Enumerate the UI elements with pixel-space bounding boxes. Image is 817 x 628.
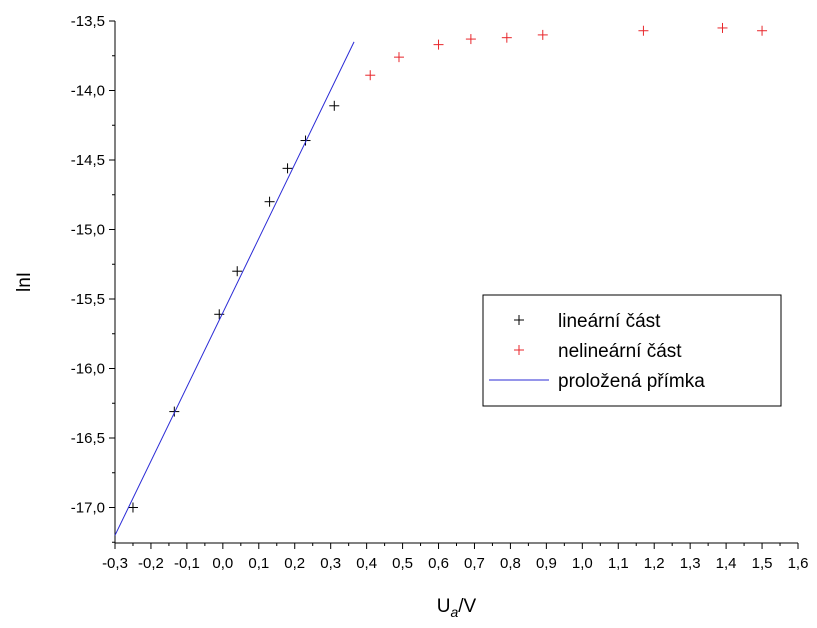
x-axis-title-main: U — [437, 596, 451, 617]
linear-point — [329, 100, 340, 111]
x-axis-title: Ua/V — [437, 596, 477, 620]
y-axis: -13,5 -14,0 -14,5 -15,0 -15,5 -16,0 -16,5 -17,0 — [71, 13, 116, 543]
y-tick-label: -14,0 — [71, 83, 105, 100]
linear-point — [169, 406, 180, 417]
y-tick-label: -14,5 — [71, 152, 105, 169]
x-tick-label: 0,2 — [284, 555, 305, 572]
legend-box — [482, 294, 782, 407]
x-tick-label: -0,2 — [138, 555, 164, 572]
x-tick-label: 1,0 — [572, 555, 593, 572]
y-tick-label: -13,5 — [71, 13, 105, 30]
legend-swatch-plus — [514, 315, 524, 325]
x-tick-label: 0,1 — [248, 555, 269, 572]
linear-point — [300, 135, 311, 146]
x-tick-label: 1,3 — [680, 555, 701, 572]
x-tick-label: 0,5 — [392, 555, 413, 572]
x-tick-label: 0,4 — [356, 555, 377, 572]
x-axis-title-unit: /V — [458, 596, 476, 617]
x-tick-label: 0,6 — [428, 555, 449, 572]
x-tick-label: 1,6 — [788, 555, 809, 572]
legend-entry: proložená přímka — [489, 371, 705, 392]
x-tick-label: 0,3 — [320, 555, 341, 572]
fit-line — [114, 41, 355, 536]
x-tick-label: 1,2 — [644, 555, 665, 572]
nonlinear-point — [393, 52, 404, 63]
nonlinear-point — [638, 25, 649, 36]
linear-point — [214, 309, 225, 320]
linear-point — [232, 266, 243, 277]
legend: lineární část nelineární část proložená př… — [482, 294, 782, 407]
legend-label: nelineární část — [558, 341, 682, 362]
y-tick-label: -15,0 — [71, 222, 105, 239]
x-tick-label: 1,4 — [716, 555, 737, 572]
legend-entry: lineární část — [514, 311, 661, 332]
nonlinear-point — [433, 39, 444, 50]
x-tick-label: 0,7 — [464, 555, 485, 572]
x-tick-label: 1,1 — [608, 555, 629, 572]
x-axis-title-subscript: a — [450, 604, 458, 620]
legend-swatch-plus — [514, 345, 524, 355]
x-tick-label: -0,1 — [174, 555, 200, 572]
y-tick-label: -15,5 — [71, 291, 105, 308]
nonlinear-point — [757, 25, 768, 36]
x-axis: -0,3 -0,2 -0,1 0,0 0,1 0,2 0,3 0,4 0,5 0,6 0,7 0,8 0… — [102, 542, 809, 572]
nonlinear-point — [501, 32, 512, 43]
x-tick-label: 0,8 — [500, 555, 521, 572]
linear-point — [282, 163, 293, 174]
y-tick-label: -17,0 — [71, 500, 105, 517]
nonlinear-point — [537, 29, 548, 40]
linear-point — [264, 196, 275, 207]
y-tick-label: -16,0 — [71, 361, 105, 378]
legend-entry: nelineární část — [514, 341, 682, 362]
nonlinear-point — [717, 22, 728, 33]
x-tick-label: 0,0 — [212, 555, 233, 572]
nonlinear-point — [365, 70, 376, 81]
x-tick-label: 0,9 — [536, 555, 557, 572]
y-tick-label: -16,5 — [71, 430, 105, 447]
x-tick-label: 1,5 — [752, 555, 773, 572]
nonlinear-point — [465, 34, 476, 45]
linear-point — [127, 502, 138, 513]
plot-frame — [115, 21, 798, 543]
legend-label: lineární část — [558, 311, 661, 332]
y-axis-title: lnI — [14, 272, 35, 292]
series-layer — [114, 22, 768, 536]
plot-area — [115, 21, 798, 543]
legend-label: proložená přímka — [558, 371, 705, 392]
x-tick-label: -0,3 — [102, 555, 128, 572]
